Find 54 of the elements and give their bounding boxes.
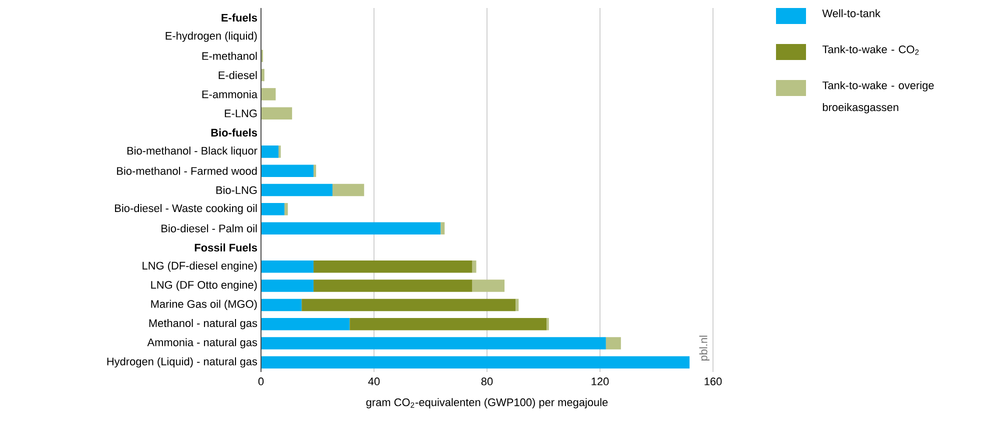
x-tick-label: 80 [481, 378, 493, 386]
y-tick-label: E-ammonia [202, 90, 258, 98]
bar [314, 164, 316, 177]
y-tick-label: E-hydrogen (liquid) [166, 32, 257, 42]
y-tick-label: LNG (DF Otto engine) [151, 280, 257, 291]
bar [261, 203, 284, 216]
bar [261, 107, 292, 120]
y-tick-label: Bio-diesel - Waste cooking oil [115, 204, 257, 214]
bar [261, 356, 690, 369]
x-tick-label: 40 [368, 378, 380, 386]
bar [302, 298, 516, 312]
bar [261, 298, 302, 312]
bar [261, 184, 332, 196]
bar [261, 164, 314, 177]
y-tick-label: Fossil Fuels [194, 243, 258, 252]
y-tick-label: E-LNG [224, 110, 257, 118]
y-tick-label: Bio-methanol - Farmed wood [117, 166, 257, 175]
y-tick-label: Bio-LNG [216, 186, 257, 194]
bar [314, 280, 472, 292]
bar [472, 260, 476, 273]
bar [314, 260, 472, 273]
bar [332, 184, 364, 196]
bar [261, 260, 314, 273]
annotation: pbl.nl [699, 336, 710, 360]
y-tick-label: E-methanol [202, 52, 257, 60]
y-tick-label: Bio-fuels [211, 128, 258, 137]
y-tick-label: Hydrogen (Liquid) - natural gas [107, 357, 258, 368]
legend-label: Tank-to-wake - overige broeikasgassen [822, 81, 934, 114]
bar [516, 298, 519, 312]
bar [261, 337, 606, 350]
bar [440, 222, 445, 234]
bar [261, 318, 350, 330]
y-tick-label: Ammonia - natural gas [147, 338, 258, 348]
bar [261, 146, 279, 158]
bar [284, 203, 288, 216]
x-tick-label: 160 [704, 378, 722, 386]
legend-label: Tank-to-wake - CO$_{2}$ [822, 45, 919, 55]
x-axis-title: gram CO$_{2}$-equivalenten (GWP100) per megajoule [366, 398, 608, 408]
x-tick-label: 0 [258, 378, 264, 386]
bar [261, 222, 441, 234]
y-tick-label: Bio-methanol - Black liquor [127, 146, 258, 157]
bar [350, 318, 547, 330]
bar [261, 280, 314, 292]
y-tick-label: Bio-diesel - Palm oil [162, 224, 257, 232]
legend-label: Well-to-tank [822, 9, 880, 18]
x-tick-label: 120 [592, 378, 609, 386]
bar [261, 88, 276, 100]
y-tick-label: E-fuels [222, 14, 258, 22]
y-tick-label: Marine Gas oil (MGO) [151, 300, 257, 310]
y-tick-label: LNG (DF-diesel engine) [142, 262, 257, 272]
y-tick-label: Methanol - natural gas [149, 319, 258, 330]
bar [472, 280, 505, 292]
bar [606, 337, 621, 350]
y-tick-label: E-diesel [218, 71, 257, 80]
